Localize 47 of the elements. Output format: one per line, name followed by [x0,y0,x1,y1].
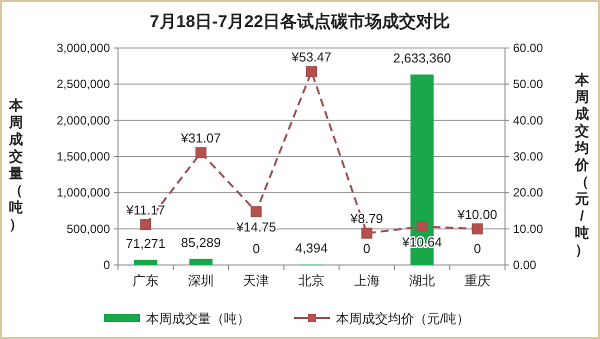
data-label: 0 [252,241,260,256]
y-tick-label: 500,000 [66,222,110,236]
chart-title: 7月18日-7月22日各试点碳市场成交对比 [150,12,450,31]
y-tick-label: 0 [103,258,110,272]
x-tick-label: 深圳 [188,273,214,288]
x-tick-label: 广东 [132,273,159,288]
data-label: ¥14.75 [235,220,276,235]
y2-tick-label: 60.00 [513,41,544,55]
point [416,221,428,232]
text: 本周成交均价（元/吨） [575,72,589,258]
y-tick-label: 3,000,000 [56,41,110,55]
y2-tick-label: 0.00 [513,258,537,272]
data-label: ¥53.47 [290,50,332,65]
data-label: ¥10.00 [456,206,498,222]
point [472,223,483,234]
data-label: 4,394 [295,240,328,256]
y-tick-label: 1,500,000 [56,150,110,164]
y2-tick-label: 40.00 [513,113,544,128]
y-axis-title: 本周成交量（吨） [8,97,24,232]
x-tick-label: 湖北 [409,273,436,288]
data-label: 71,271 [126,236,166,251]
data-label: ¥31.07 [180,130,221,146]
legend-label: 本周成交均价（元/吨） [336,311,470,326]
point [140,219,152,230]
y2-tick-label: 20.00 [513,186,544,200]
y-tick-label: 2,500,000 [56,77,110,92]
y-tick-label: 1,000,000 [56,186,110,200]
data-label: 2,633,360 [393,50,451,66]
y2-tick-label: 50.00 [513,77,544,92]
point [195,147,206,158]
bar [134,260,158,265]
x-tick-label: 重庆 [464,273,490,288]
x-tick-label: 北京 [298,273,324,288]
data-label: 0 [363,241,370,256]
bar [189,258,213,265]
data-label: 85,289 [181,234,221,250]
data-label: 0 [474,241,481,256]
y-tick-label: 2,000,000 [56,113,110,128]
x-tick-label: 上海 [354,273,380,288]
x-tick-label: 天津 [243,273,270,288]
legend-label: 本周成交量（吨） [146,311,250,326]
point [361,228,372,239]
y2-tick-label: 10.00 [513,222,544,236]
point [306,66,317,78]
y2-tick-label: 30.00 [513,150,544,164]
data-label: ¥8.79 [350,211,384,226]
point [250,206,262,218]
